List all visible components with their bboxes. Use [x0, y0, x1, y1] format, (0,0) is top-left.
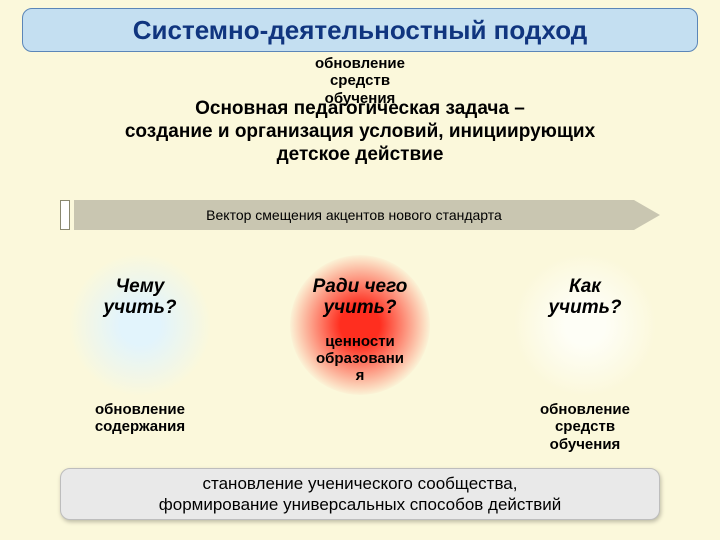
circle-how: Какучить? обновлениесредствобучения: [500, 255, 670, 453]
circle-how-disc: Какучить?: [515, 255, 655, 395]
circle-what-disc: Чемуучить?: [70, 255, 210, 395]
vector-arrow: Вектор смещения акцентов нового стандарт…: [60, 200, 660, 230]
main-task-line: Основная педагогическая задача –: [0, 98, 720, 121]
arrow-label: Вектор смещения акцентов нового стандарт…: [206, 207, 502, 223]
circle-why: Ради чегоучить? ценностиобразования: [275, 255, 445, 395]
main-task-line: детское действие: [0, 144, 720, 167]
circle-what-below: обновлениесодержания: [55, 401, 225, 436]
footer-text: становление ученического сообщества,форм…: [159, 473, 561, 516]
circle-why-subtext: ценностиобразования: [316, 333, 404, 385]
title-text: Системно-деятельностный подход: [133, 15, 588, 46]
circles-row: Чемуучить? обновлениесодержания Ради чегоу…: [0, 255, 720, 445]
circle-how-question: Какучить?: [548, 277, 621, 319]
stray-line: обновление: [0, 55, 720, 72]
title-bar: Системно-деятельностный подход: [22, 8, 698, 52]
arrow-tail: [60, 200, 70, 230]
arrow-body: Вектор смещения акцентов нового стандарт…: [74, 200, 634, 230]
circle-why-question: Ради чегоучить?: [313, 277, 408, 319]
main-task-text: Основная педагогическая задача –создание…: [0, 98, 720, 166]
circle-how-below: обновлениесредствобучения: [500, 401, 670, 453]
arrow-head-icon: [634, 200, 660, 230]
circle-what-question: Чемуучить?: [103, 277, 176, 319]
circle-why-disc: Ради чегоучить? ценностиобразования: [290, 255, 430, 395]
circle-what: Чемуучить? обновлениесодержания: [55, 255, 225, 436]
main-task-line: создание и организация условий, иницииру…: [0, 121, 720, 144]
stray-line: средств: [0, 72, 720, 89]
footer-bar: становление ученического сообщества,форм…: [60, 468, 660, 520]
